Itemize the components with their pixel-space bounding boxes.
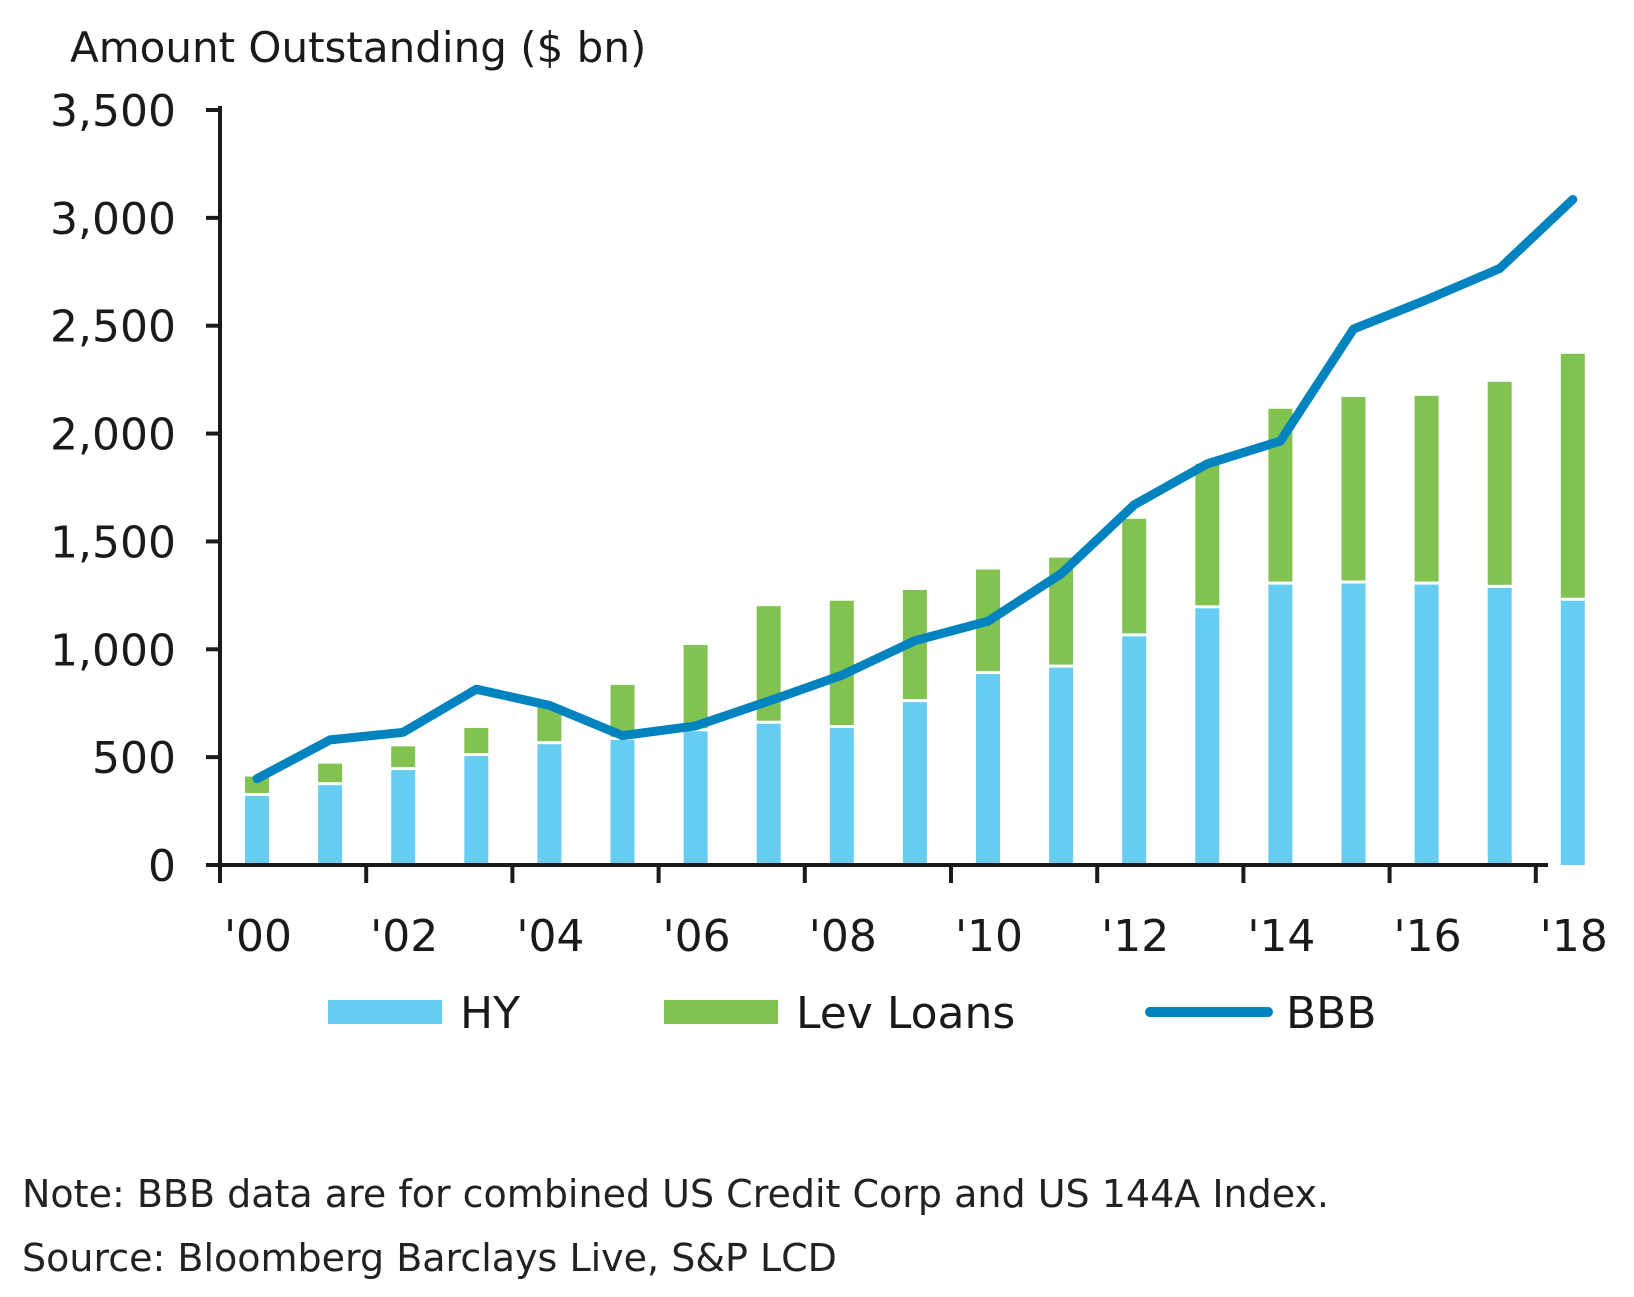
hy-bar bbox=[245, 795, 269, 865]
bbb-hy-levloans-chart: Amount Outstanding ($ bn) 0 500 1,000 1,500… bbox=[50, 23, 1608, 1039]
lev-loans-bar bbox=[829, 600, 854, 726]
lev-loans-bar bbox=[245, 776, 269, 793]
x-tick-label: '18 bbox=[1540, 911, 1608, 962]
y-tick-label: 1,000 bbox=[50, 625, 176, 676]
legend-hy-label: HY bbox=[460, 988, 520, 1039]
hy-bar bbox=[464, 756, 489, 865]
x-tick-label: '02 bbox=[370, 911, 438, 962]
y-tick-label: 2,000 bbox=[50, 410, 176, 461]
hy-bar bbox=[683, 731, 708, 865]
line-series-group bbox=[252, 195, 1578, 784]
lev-loans-bar bbox=[464, 728, 489, 754]
hy-bar bbox=[1487, 587, 1512, 865]
y-tick-label: 0 bbox=[148, 841, 176, 892]
hy-bar bbox=[1268, 584, 1293, 865]
hy-bar bbox=[610, 739, 635, 865]
hy-bar bbox=[1195, 608, 1220, 865]
x-tick-label: '16 bbox=[1394, 911, 1462, 962]
axes-group: 0 500 1,000 1,500 2,000 2,500 3,000 3,500 '00 '02… bbox=[50, 86, 1608, 962]
x-tick-label: '10 bbox=[955, 911, 1023, 962]
bbb-line bbox=[252, 195, 1578, 784]
x-tick-label: '04 bbox=[516, 911, 584, 962]
hy-bar bbox=[1341, 583, 1366, 865]
lev-loans-bar bbox=[1341, 396, 1366, 581]
y-tick-label: 3,000 bbox=[50, 194, 176, 245]
legend-lev-loans-swatch bbox=[664, 1000, 778, 1024]
y-tick-label: 500 bbox=[92, 733, 176, 784]
y-tick-label: 2,500 bbox=[50, 302, 176, 353]
y-tick-label: 1,500 bbox=[50, 517, 176, 568]
hy-bar bbox=[391, 770, 416, 865]
legend-lev-loans-label: Lev Loans bbox=[796, 988, 1015, 1039]
hy-bar bbox=[537, 744, 562, 865]
y-tick-label: 3,500 bbox=[50, 86, 176, 137]
lev-loans-bar bbox=[1414, 395, 1439, 582]
lev-loans-bar bbox=[318, 763, 343, 783]
x-tick-label: '14 bbox=[1247, 911, 1315, 962]
bar-series-group bbox=[245, 353, 1585, 865]
lev-loans-bar bbox=[1487, 381, 1512, 585]
hy-bar bbox=[1122, 636, 1147, 865]
chart-source: Source: Bloomberg Barclays Live, S&P LCD bbox=[22, 1236, 837, 1280]
lev-loans-bar bbox=[391, 746, 416, 768]
y-axis-title: Amount Outstanding ($ bn) bbox=[70, 23, 646, 72]
x-tick-label: '06 bbox=[663, 911, 731, 962]
x-tick-label: '08 bbox=[809, 911, 877, 962]
hy-bar bbox=[1049, 667, 1074, 865]
chart-note: Note: BBB data are for combined US Credi… bbox=[22, 1172, 1330, 1216]
hy-bar bbox=[1560, 600, 1585, 865]
x-tick-label: '12 bbox=[1101, 911, 1169, 962]
hy-bar bbox=[756, 723, 781, 865]
legend-bbb-label: BBB bbox=[1286, 988, 1377, 1039]
x-tick-label: '00 bbox=[224, 911, 292, 962]
hy-bar bbox=[829, 728, 854, 865]
hy-bar bbox=[1414, 584, 1439, 865]
lev-loans-bar bbox=[1560, 353, 1585, 598]
legend-hy-swatch bbox=[328, 1000, 442, 1024]
lev-loans-bar bbox=[1122, 518, 1147, 634]
hy-bar bbox=[318, 785, 343, 865]
lev-loans-bar bbox=[683, 644, 708, 729]
hy-bar bbox=[902, 702, 927, 865]
legend: HY Lev Loans BBB bbox=[328, 988, 1377, 1039]
hy-bar bbox=[976, 674, 1000, 865]
lev-loans-bar bbox=[1195, 463, 1220, 606]
